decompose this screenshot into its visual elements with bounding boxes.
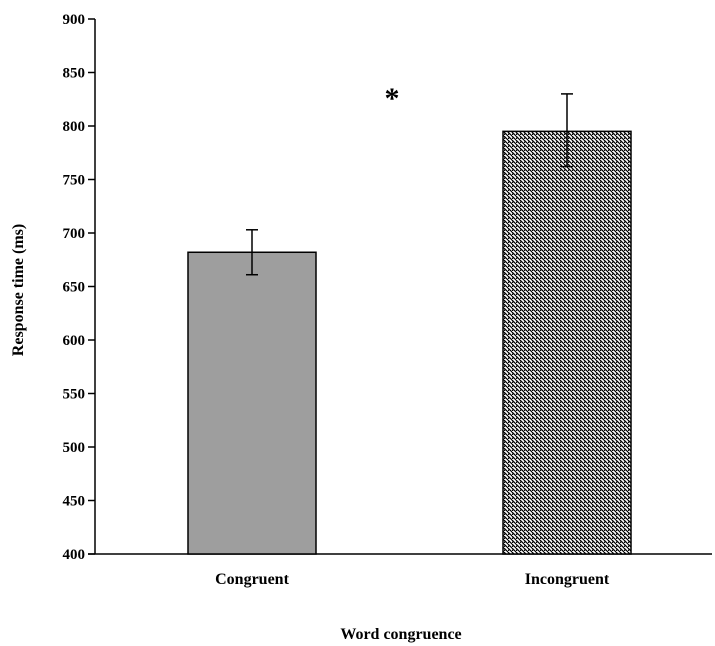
y-tick-label: 700 xyxy=(63,226,86,242)
y-tick-label: 400 xyxy=(63,547,86,563)
category-label-congruent: Congruent xyxy=(215,571,289,588)
y-tick-label: 600 xyxy=(63,333,86,349)
y-tick-label: 800 xyxy=(63,119,86,135)
y-tick-label: 450 xyxy=(63,494,86,510)
y-tick-label: 500 xyxy=(63,440,86,456)
category-labels: Congruent Incongruent xyxy=(215,571,610,588)
y-tick-label: 650 xyxy=(63,280,86,296)
y-axis-title: Response time (ms) xyxy=(10,224,27,356)
bars xyxy=(187,130,632,555)
category-label-incongruent: Incongruent xyxy=(525,571,610,588)
y-tick-label: 550 xyxy=(63,387,86,403)
error-bars xyxy=(246,93,573,276)
y-tick-label: 750 xyxy=(63,173,86,189)
x-axis-title: Word congruence xyxy=(340,626,461,643)
error-bar-congruent xyxy=(246,229,258,276)
y-tick-label: 900 xyxy=(63,12,86,28)
y-ticks: 400 450 500 550 600 650 700 750 800 850 900 xyxy=(63,12,95,563)
y-axis: 400 450 500 550 600 650 700 750 800 850 900 xyxy=(63,12,96,563)
significance-annotation: * xyxy=(385,82,400,115)
bar-congruent xyxy=(187,251,317,555)
bar-incongruent xyxy=(502,130,632,555)
error-bar-incongruent xyxy=(561,93,573,168)
y-tick-label: 850 xyxy=(63,66,86,82)
